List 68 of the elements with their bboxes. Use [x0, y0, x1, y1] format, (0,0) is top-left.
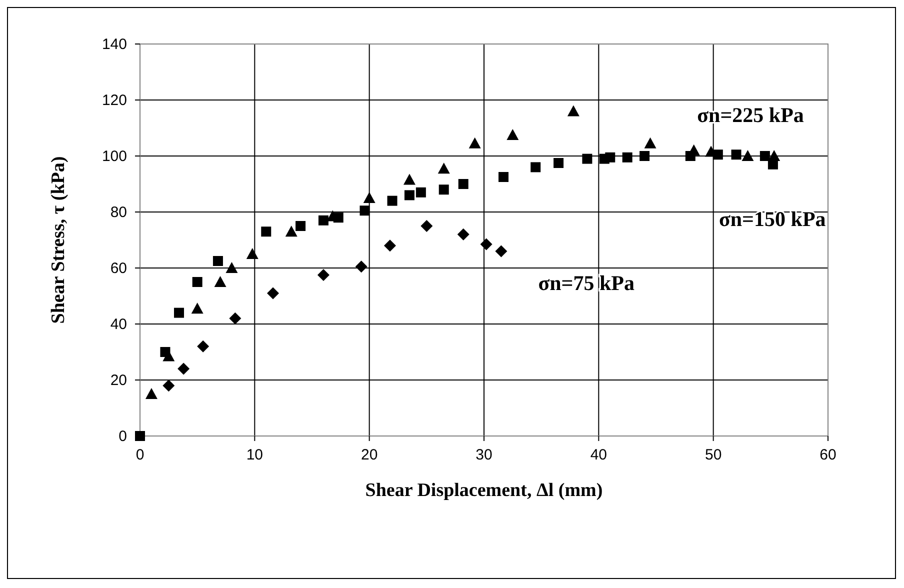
point: [174, 308, 184, 318]
point: [162, 380, 175, 392]
point: [229, 312, 242, 324]
x-tick-label: 20: [360, 446, 378, 464]
point: [360, 206, 370, 216]
x-tick-label: 30: [476, 446, 492, 464]
point: [191, 302, 204, 314]
point: [197, 340, 210, 352]
point: [605, 152, 616, 162]
point: [212, 256, 223, 266]
point: [318, 215, 328, 226]
point: [384, 240, 396, 252]
point: [317, 269, 330, 281]
point: [468, 137, 481, 148]
y-tick-label: 0: [118, 428, 127, 445]
x-axis-title: Shear Displacement, Δl (mm): [365, 480, 603, 501]
point: [226, 262, 238, 273]
point: [387, 196, 398, 206]
point: [261, 226, 272, 237]
point: [742, 150, 754, 161]
point: [355, 260, 368, 273]
y-tick-label: 40: [110, 316, 127, 333]
y-tick-label: 100: [102, 148, 127, 165]
point: [363, 192, 376, 203]
y-tick-label: 80: [110, 204, 127, 221]
point: [731, 150, 742, 160]
point: [530, 162, 541, 172]
point: [214, 276, 226, 287]
point: [644, 137, 656, 148]
y-tick-label: 140: [102, 36, 127, 53]
point: [582, 154, 592, 164]
x-tick-label: 10: [246, 446, 264, 464]
point: [416, 187, 426, 198]
point: [760, 151, 770, 161]
point: [768, 150, 780, 161]
point: [145, 388, 158, 399]
point: [246, 248, 258, 259]
point: [404, 190, 414, 200]
point: [192, 277, 202, 287]
point: [458, 179, 468, 189]
point: [420, 220, 433, 232]
point: [285, 226, 298, 237]
point: [267, 287, 280, 300]
y-axis-title: Shear Stress, τ (kPa): [48, 156, 69, 324]
point: [403, 174, 416, 185]
point: [178, 362, 190, 375]
text: σn=150 kPa: [718, 207, 826, 232]
x-tick-label: 60: [820, 446, 836, 464]
point: [506, 129, 519, 140]
point: [498, 172, 508, 182]
point: [495, 245, 508, 258]
point: [622, 152, 632, 162]
point: [457, 228, 470, 240]
point: [438, 162, 450, 174]
point: [296, 221, 306, 231]
x-tick-label: 40: [590, 446, 608, 464]
point: [438, 184, 449, 195]
x-tick-label: 0: [136, 446, 144, 464]
series-label: σn=75 kPa: [538, 271, 636, 296]
y-tick-label: 20: [110, 372, 127, 389]
point: [554, 158, 564, 168]
point: [135, 431, 145, 441]
y-tick-label: 120: [102, 92, 127, 109]
point: [640, 151, 650, 161]
y-tick-label: 60: [110, 260, 127, 277]
point: [480, 238, 492, 250]
x-tick-label: 50: [704, 446, 722, 464]
point: [567, 105, 580, 116]
